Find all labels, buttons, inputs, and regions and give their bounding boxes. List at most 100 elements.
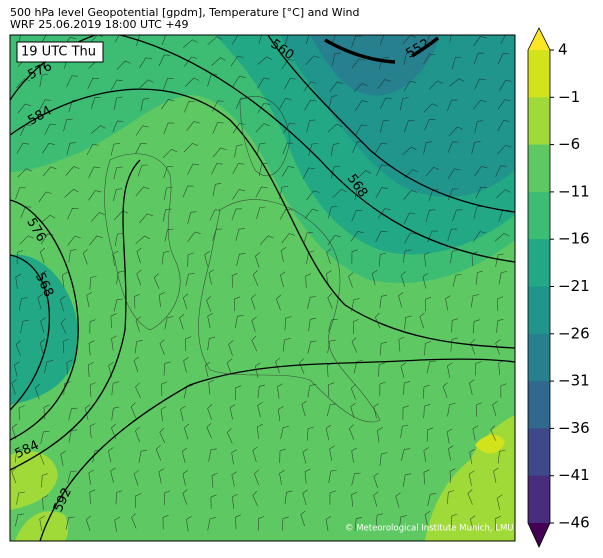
wind-barb bbox=[328, 319, 338, 332]
wind-barb bbox=[404, 232, 417, 244]
wind-barb bbox=[108, 361, 114, 378]
wind-barb bbox=[281, 233, 295, 244]
wind-barb bbox=[427, 493, 437, 507]
wind-barb bbox=[39, 339, 46, 355]
wind-barb bbox=[424, 118, 436, 131]
wind-barb bbox=[64, 189, 79, 198]
wind-barb bbox=[402, 405, 409, 420]
wind-barb bbox=[331, 35, 336, 45]
wind-barb bbox=[303, 81, 317, 92]
wind-barb bbox=[11, 467, 17, 484]
wind-barb bbox=[354, 517, 363, 531]
wind-barb bbox=[185, 273, 195, 286]
wind-barb bbox=[308, 143, 318, 156]
wind-barb bbox=[14, 361, 20, 377]
wind-barb bbox=[181, 447, 188, 464]
wind-barb bbox=[327, 206, 338, 219]
wind-barb bbox=[39, 515, 45, 531]
wind-barb bbox=[17, 168, 32, 178]
wind-barb bbox=[400, 424, 409, 439]
wind-barb bbox=[330, 165, 340, 179]
wind-barb bbox=[232, 122, 246, 134]
wind-barb bbox=[423, 404, 431, 419]
wind-barb bbox=[468, 470, 475, 486]
wind-barb bbox=[212, 183, 222, 197]
wind-barb bbox=[114, 516, 121, 532]
wind-barb bbox=[332, 189, 347, 199]
wind-barb bbox=[187, 231, 201, 242]
wind-barb bbox=[138, 449, 148, 464]
wind-barb bbox=[447, 403, 456, 417]
wind-barb bbox=[497, 120, 510, 132]
wind-barb bbox=[15, 187, 26, 200]
wind-barb bbox=[39, 73, 48, 88]
wind-barb bbox=[428, 80, 443, 91]
wind-barb bbox=[136, 35, 140, 47]
wind-barb bbox=[226, 358, 232, 375]
wind-barb bbox=[187, 252, 194, 267]
wind-barb bbox=[281, 516, 289, 531]
wind-barbs bbox=[11, 35, 512, 532]
wind-barb bbox=[111, 381, 120, 396]
wind-barb bbox=[425, 296, 432, 312]
wind-barb bbox=[133, 356, 139, 373]
wind-barb bbox=[303, 232, 313, 245]
wind-barb bbox=[159, 427, 166, 444]
wind-barb bbox=[211, 57, 226, 66]
wind-barb bbox=[450, 337, 458, 352]
wind-barb bbox=[183, 39, 198, 48]
wind-barb bbox=[164, 228, 174, 242]
wind-barb bbox=[425, 209, 436, 222]
wind-barb bbox=[211, 472, 218, 488]
wind-barb bbox=[257, 56, 273, 65]
wind-barb bbox=[423, 141, 433, 155]
wind-barb bbox=[91, 125, 106, 134]
wind-barb bbox=[61, 271, 68, 287]
wind-barb bbox=[257, 77, 270, 89]
wind-barb bbox=[281, 166, 295, 177]
wind-barb bbox=[404, 315, 412, 330]
wind-barb bbox=[280, 246, 287, 263]
wind-barb bbox=[496, 318, 504, 333]
wind-barb bbox=[284, 490, 293, 505]
wind-barb bbox=[379, 294, 388, 309]
wind-barb bbox=[399, 515, 407, 529]
wind-barb bbox=[497, 449, 506, 464]
wind-barb bbox=[135, 142, 148, 154]
wind-barb bbox=[116, 270, 125, 285]
wind-barb bbox=[84, 404, 91, 420]
wind-barb bbox=[379, 381, 386, 397]
wind-barb bbox=[301, 400, 307, 417]
wind-barb bbox=[469, 448, 475, 465]
wind-barb bbox=[284, 35, 289, 45]
colorbar-band bbox=[528, 144, 550, 193]
wind-barb bbox=[134, 339, 143, 354]
wind-barb bbox=[208, 448, 217, 462]
wind-barb bbox=[328, 382, 335, 397]
wind-barb bbox=[187, 211, 197, 224]
wind-barb bbox=[283, 122, 296, 134]
wind-barb bbox=[259, 162, 268, 176]
wind-barb bbox=[66, 75, 79, 87]
wind-barb bbox=[306, 426, 314, 441]
wind-barb bbox=[89, 489, 96, 505]
wind-barb bbox=[139, 57, 152, 68]
wind-barb bbox=[135, 426, 141, 443]
wind-barb bbox=[252, 446, 258, 463]
wind-barb bbox=[207, 336, 216, 351]
wind-barb bbox=[112, 120, 124, 133]
wind-barb bbox=[469, 379, 475, 395]
wind-barb bbox=[257, 102, 270, 114]
wind-barb bbox=[234, 514, 241, 530]
colorbar-band bbox=[528, 333, 550, 382]
wind-barb bbox=[110, 79, 123, 91]
colorbar-band bbox=[528, 97, 550, 146]
wind-barb bbox=[353, 360, 363, 374]
wind-barb bbox=[447, 362, 453, 378]
wind-barb bbox=[472, 99, 487, 110]
wind-barb bbox=[351, 472, 361, 486]
wind-barb bbox=[184, 100, 195, 113]
wind-barb bbox=[327, 293, 333, 309]
wind-barb bbox=[89, 382, 96, 398]
wind-barb bbox=[495, 339, 501, 355]
